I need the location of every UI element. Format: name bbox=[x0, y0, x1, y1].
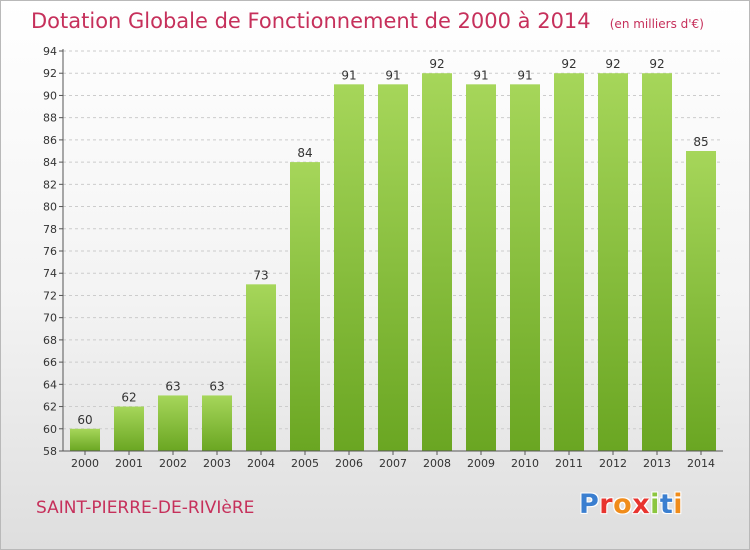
y-tick-label: 64 bbox=[43, 378, 57, 391]
value-label: 91 bbox=[517, 68, 532, 82]
y-tick-label: 94 bbox=[43, 45, 57, 58]
proxiti-logo[interactable]: Proxiti bbox=[579, 489, 683, 520]
bar-2002[interactable] bbox=[158, 395, 188, 451]
value-label: 62 bbox=[121, 391, 136, 405]
y-tick-label: 92 bbox=[43, 67, 57, 80]
x-tick-label: 2003 bbox=[203, 457, 231, 470]
value-label: 63 bbox=[209, 379, 224, 393]
y-tick-label: 58 bbox=[43, 445, 57, 458]
y-tick-label: 90 bbox=[43, 89, 57, 102]
value-label: 73 bbox=[253, 268, 268, 282]
x-tick-label: 2004 bbox=[247, 457, 275, 470]
bar-2013[interactable] bbox=[642, 73, 672, 451]
bar-2003[interactable] bbox=[202, 395, 232, 451]
x-tick-label: 2002 bbox=[159, 457, 187, 470]
y-tick-label: 68 bbox=[43, 334, 57, 347]
value-label: 91 bbox=[473, 68, 488, 82]
x-tick-label: 2014 bbox=[687, 457, 715, 470]
value-label: 92 bbox=[649, 57, 664, 71]
y-tick-label: 84 bbox=[43, 156, 57, 169]
value-label: 63 bbox=[165, 379, 180, 393]
x-tick-label: 2011 bbox=[555, 457, 583, 470]
y-tick-label: 72 bbox=[43, 289, 57, 302]
bar-2001[interactable] bbox=[114, 406, 144, 451]
bar-2010[interactable] bbox=[510, 84, 540, 451]
logo-letter: t bbox=[659, 489, 674, 520]
x-tick-label: 2001 bbox=[115, 457, 143, 470]
x-tick-label: 2010 bbox=[511, 457, 539, 470]
value-label: 92 bbox=[561, 57, 576, 71]
y-tick-label: 80 bbox=[43, 201, 57, 214]
logo-letter: P bbox=[579, 489, 600, 520]
value-label: 91 bbox=[341, 68, 356, 82]
y-tick-label: 62 bbox=[43, 401, 57, 414]
logo-letter: i bbox=[673, 489, 684, 520]
bar-2000[interactable] bbox=[70, 428, 100, 451]
bar-2005[interactable] bbox=[290, 162, 320, 451]
y-tick-label: 78 bbox=[43, 223, 57, 236]
value-label: 85 bbox=[693, 135, 708, 149]
logo-letter: o bbox=[613, 489, 633, 520]
x-tick-label: 2013 bbox=[643, 457, 671, 470]
y-tick-label: 60 bbox=[43, 423, 57, 436]
logo-letter: x bbox=[632, 489, 651, 520]
bar-2014[interactable] bbox=[686, 151, 716, 451]
y-tick-label: 66 bbox=[43, 356, 57, 369]
value-label: 92 bbox=[605, 57, 620, 71]
y-tick-label: 82 bbox=[43, 178, 57, 191]
bar-2006[interactable] bbox=[334, 84, 364, 451]
bar-2007[interactable] bbox=[378, 84, 408, 451]
bar-2009[interactable] bbox=[466, 84, 496, 451]
x-tick-label: 2007 bbox=[379, 457, 407, 470]
y-tick-label: 70 bbox=[43, 312, 57, 325]
place-name: SAINT-PIERRE-DE-RIVIèRE bbox=[36, 498, 255, 518]
y-tick-label: 74 bbox=[43, 267, 57, 280]
x-tick-label: 2012 bbox=[599, 457, 627, 470]
value-label: 84 bbox=[297, 146, 312, 160]
bar-2011[interactable] bbox=[554, 73, 584, 451]
x-tick-label: 2005 bbox=[291, 457, 319, 470]
chart-unit: (en milliers d'€) bbox=[609, 17, 704, 31]
logo-letter: r bbox=[599, 489, 614, 520]
x-tick-label: 2008 bbox=[423, 457, 451, 470]
y-tick-label: 88 bbox=[43, 112, 57, 125]
logo-letter: i bbox=[650, 489, 660, 520]
y-tick-label: 76 bbox=[43, 245, 57, 258]
chart-title: Dotation Globale de Fonctionnement de 20… bbox=[31, 9, 591, 33]
bar-2004[interactable] bbox=[246, 284, 276, 451]
chart-header: Dotation Globale de Fonctionnement de 20… bbox=[31, 9, 704, 33]
y-tick-label: 86 bbox=[43, 134, 57, 147]
value-label: 92 bbox=[429, 57, 444, 71]
x-tick-label: 2009 bbox=[467, 457, 495, 470]
x-tick-label: 2006 bbox=[335, 457, 363, 470]
bar-2012[interactable] bbox=[598, 73, 628, 451]
value-label: 60 bbox=[77, 413, 92, 427]
value-label: 91 bbox=[385, 68, 400, 82]
bar-2008[interactable] bbox=[422, 73, 452, 451]
x-tick-label: 2000 bbox=[71, 457, 99, 470]
